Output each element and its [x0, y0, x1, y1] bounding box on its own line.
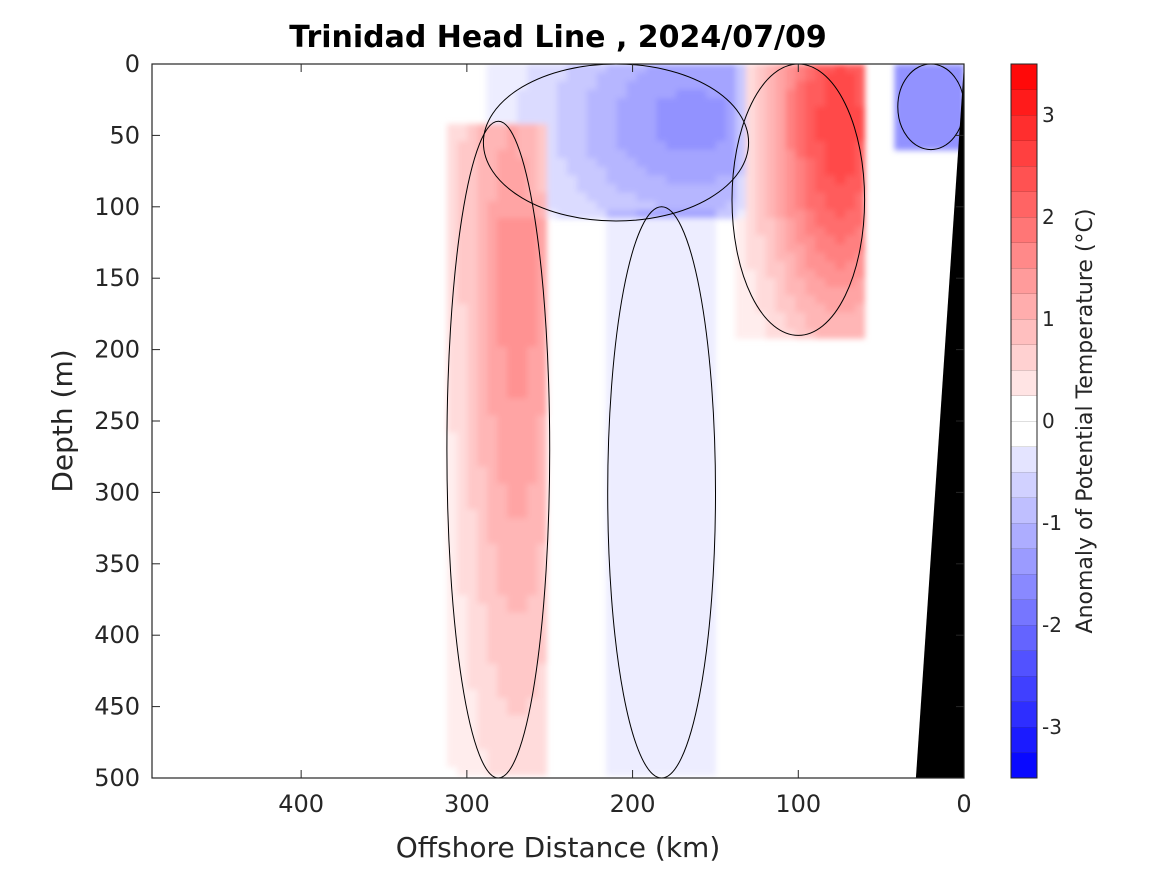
colorbar-step	[1011, 344, 1037, 371]
x-tick-label: 100	[775, 790, 821, 818]
colorbar-step	[1011, 421, 1037, 447]
y-tick-label: 500	[94, 764, 140, 792]
y-tick-label: 250	[94, 407, 140, 435]
zero-contour-lines	[446, 64, 964, 778]
colorbar-step	[1011, 166, 1037, 192]
x-tick-label: 300	[444, 790, 490, 818]
colorbar-step	[1011, 625, 1037, 651]
y-tick-label: 200	[94, 336, 140, 364]
colorbar: 3 2 1 0 -1 -2 -3	[1010, 63, 1062, 779]
colorbar-step	[1011, 701, 1037, 728]
y-tick-label: 350	[94, 550, 140, 578]
colorbar-step	[1011, 293, 1037, 320]
colorbar-step	[1011, 676, 1037, 702]
colorbar-step	[1011, 89, 1037, 116]
colorbar-step	[1011, 752, 1037, 779]
y-tick-label: 0	[125, 50, 140, 78]
colorbar-tick-label: 0	[1042, 409, 1055, 433]
colorbar-step	[1011, 115, 1037, 141]
chart-title: Trinidad Head Line , 2024/07/09	[289, 20, 826, 55]
x-tick-label: 0	[956, 790, 971, 818]
y-tick-label: 100	[94, 193, 140, 221]
colorbar-step	[1011, 140, 1037, 167]
colorbar-step	[1011, 191, 1037, 218]
colorbar-step	[1011, 217, 1037, 243]
y-tick-label: 50	[109, 121, 140, 149]
colorbar-tick-label: -3	[1042, 715, 1062, 739]
colorbar-label: Anomaly of Potential Temperature (°C)	[1073, 209, 1098, 634]
bathymetry	[915, 64, 964, 778]
x-axis: 400 300 200 100 0	[278, 64, 972, 818]
anomaly-field	[447, 64, 964, 776]
colorbar-step	[1011, 650, 1037, 677]
colorbar-frame	[1010, 63, 1038, 779]
x-tick-label: 200	[610, 790, 656, 818]
colorbar-step	[1011, 472, 1037, 498]
colorbar-tick-label: 2	[1042, 205, 1055, 229]
y-axis-label: Depth (m)	[46, 349, 79, 492]
colorbar-step	[1011, 727, 1037, 753]
y-tick-label: 300	[94, 478, 140, 506]
colorbar-step	[1011, 574, 1037, 600]
y-axis: 0 50 100 150 200 250 300 350 400 450 500	[94, 50, 964, 792]
colorbar-tick-label: -1	[1042, 511, 1062, 535]
x-axis-label: Offshore Distance (km)	[396, 831, 721, 864]
colorbar-tick-label: 1	[1042, 307, 1055, 331]
colorbar-step	[1011, 497, 1037, 524]
colorbar-step	[1011, 523, 1037, 549]
colorbar-step	[1011, 395, 1037, 422]
y-tick-label: 450	[94, 693, 140, 721]
y-tick-label: 150	[94, 264, 140, 292]
colorbar-step	[1011, 599, 1037, 626]
colorbar-step	[1011, 446, 1037, 473]
seafloor-wedge	[915, 64, 964, 778]
colorbar-step	[1011, 370, 1037, 396]
colorbar-step	[1011, 319, 1037, 345]
colorbar-step	[1011, 268, 1037, 294]
x-tick-label: 400	[278, 790, 324, 818]
colorbar-step	[1011, 548, 1037, 575]
colorbar-step	[1011, 64, 1037, 90]
colorbar-step	[1011, 242, 1037, 269]
y-tick-label: 400	[94, 621, 140, 649]
colorbar-tick-label: 3	[1042, 103, 1055, 127]
colorbar-tick-label: -2	[1042, 613, 1062, 637]
